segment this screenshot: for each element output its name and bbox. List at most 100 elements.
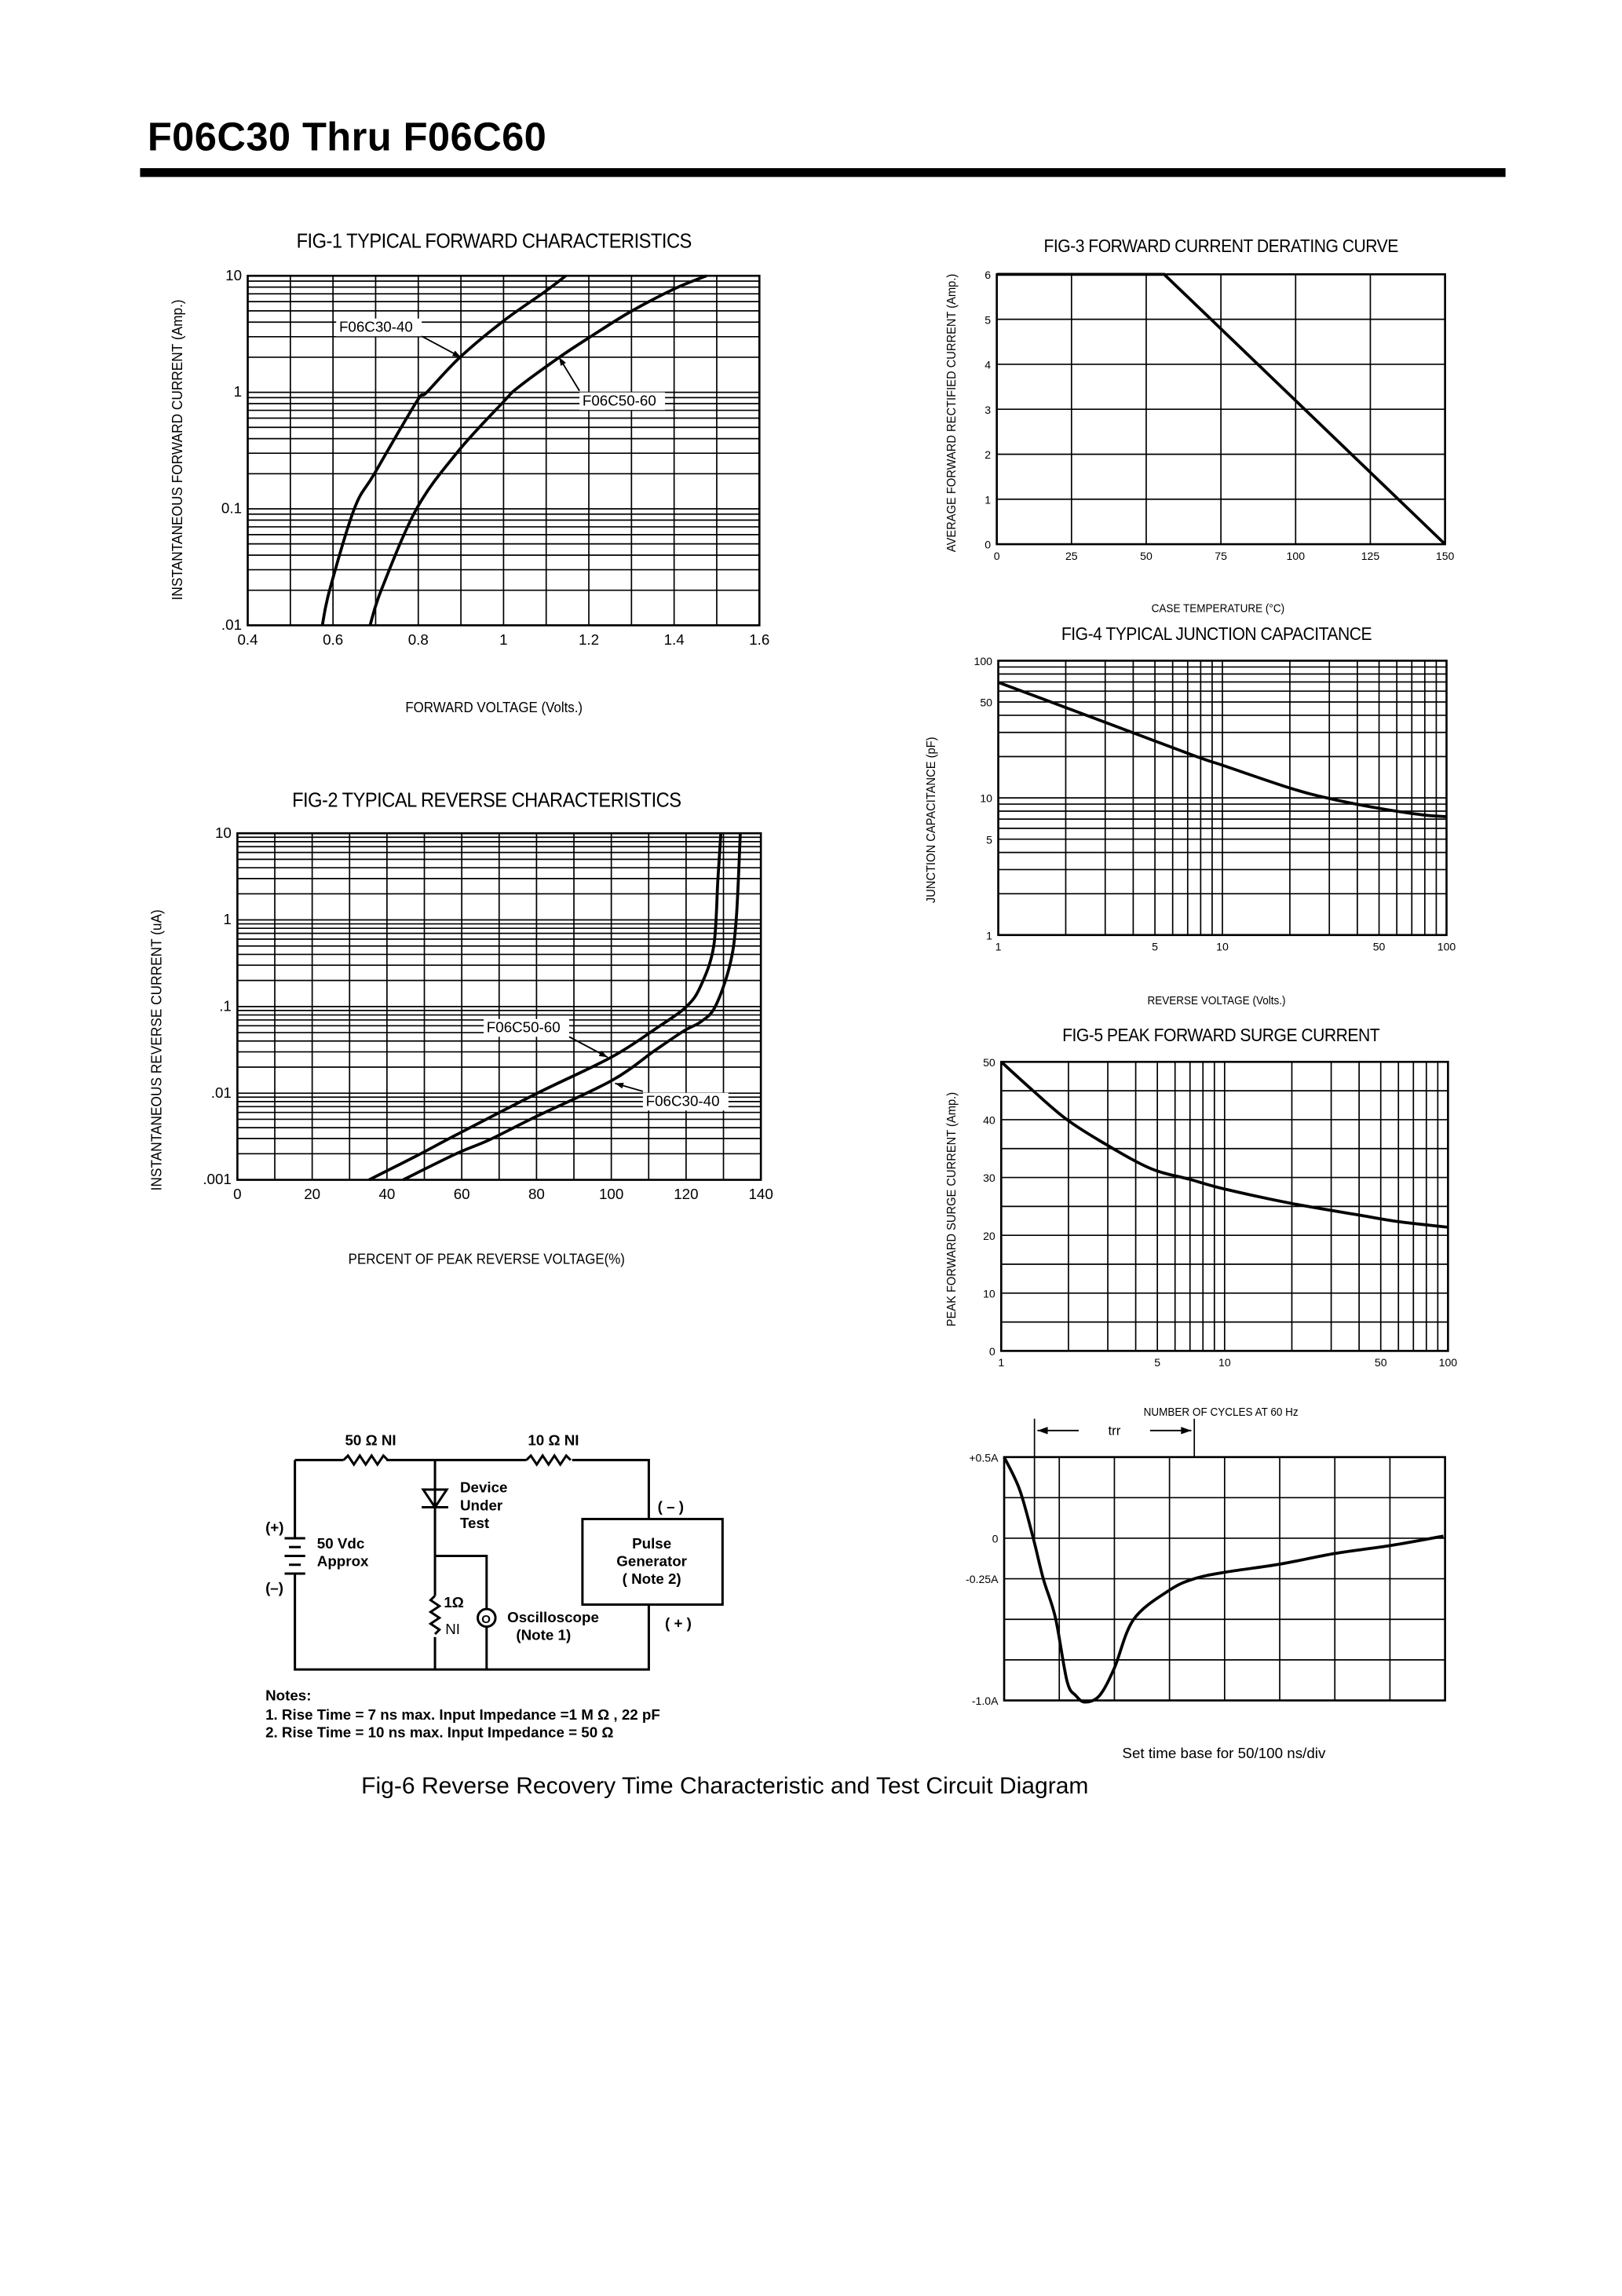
x-tick-label: 0 — [994, 550, 1000, 562]
circuit-wire — [433, 1460, 488, 1670]
x-tick-label: 60 — [454, 1186, 470, 1202]
annotation-bg — [336, 318, 422, 337]
fig2-title: FIG-2 TYPICAL REVERSE CHARACTERISTICS — [292, 787, 681, 811]
x-tick-label: 75 — [1215, 550, 1227, 562]
y-tick-label: 0 — [989, 1345, 995, 1358]
x-tick-label: 1 — [499, 631, 507, 648]
x-tick-label: 5 — [1154, 1356, 1160, 1369]
y-tick-label: 50 — [983, 1056, 995, 1069]
y-tick-label: 10 — [215, 824, 232, 841]
x-tick-label: 1.6 — [749, 631, 769, 648]
x-tick-label: 1 — [998, 1356, 1004, 1369]
x-tick-label: 20 — [304, 1186, 320, 1202]
y-tick-label: 100 — [974, 655, 993, 667]
resistor-1-ohm — [428, 1595, 442, 1636]
x-tick-label: 10 — [1218, 1356, 1231, 1369]
series-annotation: F06C30-40 — [339, 319, 413, 335]
page-title: F06C30 Thru F06C60 — [147, 115, 547, 159]
battery-icon — [284, 1537, 305, 1575]
fig5-chart: 1 5 10 50 100 0 10 20 30 40 50 — [983, 1056, 1457, 1369]
battery-plus: (+) — [265, 1519, 283, 1535]
x-tick-label: 25 — [1065, 550, 1078, 562]
x-tick-label: 1.2 — [579, 631, 599, 648]
pulse-label-3: ( Note 2) — [623, 1570, 681, 1587]
plot-frame — [995, 273, 1446, 546]
fig1-chart: 0.4 0.6 0.8 1 1.2 1.4 1.6 .01 0.1 1 10 F06C30-40 F06… — [221, 267, 769, 648]
fig1-title: FIG-1 TYPICAL FORWARD CHARACTERISTICS — [296, 229, 692, 253]
fig6-caption: Fig-6 Reverse Recovery Time Characterist… — [361, 1774, 1089, 1800]
pulse-minus: ( – ) — [658, 1498, 684, 1515]
y-tick-label: .001 — [203, 1171, 232, 1187]
y-tick-label: .01 — [211, 1084, 232, 1101]
title-rule — [140, 168, 1506, 177]
y-tick-label: 5 — [985, 313, 991, 326]
y-tick-label: 4 — [985, 359, 991, 371]
fig2-xlabel: PERCENT OF PEAK REVERSE VOLTAGE(%) — [348, 1252, 625, 1269]
pulse-label-1: Pulse — [632, 1535, 671, 1552]
x-tick-label: 140 — [748, 1186, 773, 1202]
arrowhead-icon — [615, 1082, 624, 1089]
r2-label: 10 Ω NI — [528, 1432, 579, 1449]
scope-label-1: Oscilloscope — [507, 1609, 599, 1625]
note-2: 2. Rise Time = 10 ns max. Input Impedanc… — [265, 1724, 613, 1740]
annotation-bg — [484, 1018, 569, 1037]
fig5-title: FIG-5 PEAK FORWARD SURGE CURRENT — [1062, 1025, 1380, 1046]
fig6-timebase-note: Set time base for 50/100 ns/div — [1122, 1746, 1326, 1763]
y-tick-label: .01 — [221, 616, 242, 633]
scope-symbol: O — [481, 1613, 491, 1626]
x-tick-label: 0.4 — [237, 631, 258, 648]
y-tick-label: .1 — [219, 997, 232, 1014]
circuit-wire — [294, 1458, 650, 1519]
fig2-chart: 0 20 40 60 80 100 120 140 .001 .01 .1 1 10 F06C50-60 F… — [203, 824, 773, 1202]
x-tick-label: 120 — [674, 1186, 698, 1202]
fig3-xlabel: CASE TEMPERATURE (°C) — [1151, 601, 1285, 616]
y-tick-label: 10 — [980, 792, 992, 805]
plot-frame — [247, 274, 761, 627]
series-line-series-0 — [996, 272, 1446, 546]
fig1-xlabel: FORWARD VOLTAGE (Volts.) — [405, 700, 583, 717]
annotation-bg — [579, 392, 666, 411]
resistor-50-ohm — [342, 1453, 389, 1467]
x-tick-label: 10 — [1216, 940, 1229, 952]
battery-label-2: Approx — [317, 1553, 369, 1570]
circuit-wire — [294, 1460, 650, 1671]
y-tick-label: 0 — [992, 1533, 999, 1545]
fig5-xlabel: NUMBER OF CYCLES AT 60 Hz — [1143, 1405, 1299, 1419]
x-tick-label: 125 — [1361, 550, 1380, 562]
battery-minus: (–) — [265, 1579, 283, 1596]
r3-sub: NI — [445, 1621, 460, 1637]
y-tick-label: 2 — [985, 448, 991, 461]
battery-label-1: 50 Vdc — [317, 1535, 365, 1552]
diode-symbol — [421, 1488, 449, 1510]
oscilloscope-icon — [477, 1607, 497, 1629]
y-tick-label: 50 — [980, 696, 992, 709]
x-tick-label: 100 — [1439, 1356, 1458, 1369]
y-tick-label: 1 — [985, 493, 991, 506]
series-annotation: F06C50-60 — [583, 392, 656, 408]
x-tick-label: 80 — [528, 1186, 545, 1202]
plot-frame — [997, 660, 1448, 937]
trr-label: trr — [1108, 1423, 1120, 1438]
series-annotation: F06C30-40 — [646, 1093, 720, 1110]
series-annotation: F06C50-60 — [487, 1019, 561, 1036]
series-line-series-0 — [1000, 1060, 1448, 1229]
y-tick-label: 3 — [985, 404, 991, 416]
y-tick-label: 0 — [985, 539, 991, 551]
x-tick-label: 50 — [1375, 1356, 1387, 1369]
y-tick-label: 10 — [983, 1287, 995, 1300]
x-tick-label: 50 — [1373, 940, 1386, 952]
x-tick-label: 100 — [1287, 550, 1306, 562]
note-1: 1. Rise Time = 7 ns max. Input Impedance… — [265, 1706, 660, 1723]
series-line-F06C30-40 — [320, 274, 567, 626]
y-tick-label: 1 — [223, 911, 231, 927]
y-tick-label: +0.5A — [969, 1451, 999, 1464]
plot-frame — [236, 832, 762, 1181]
x-tick-label: 1 — [995, 940, 1002, 952]
notes-title: Notes: — [265, 1687, 311, 1704]
fig4-title: FIG-4 TYPICAL JUNCTION CAPACITANCE — [1061, 623, 1372, 645]
arrowhead-icon — [451, 350, 462, 357]
fig3-title: FIG-3 FORWARD CURRENT DERATING CURVE — [1043, 236, 1398, 257]
series-line-F06C30-40 — [402, 833, 742, 1182]
y-tick-label: 6 — [985, 269, 991, 281]
